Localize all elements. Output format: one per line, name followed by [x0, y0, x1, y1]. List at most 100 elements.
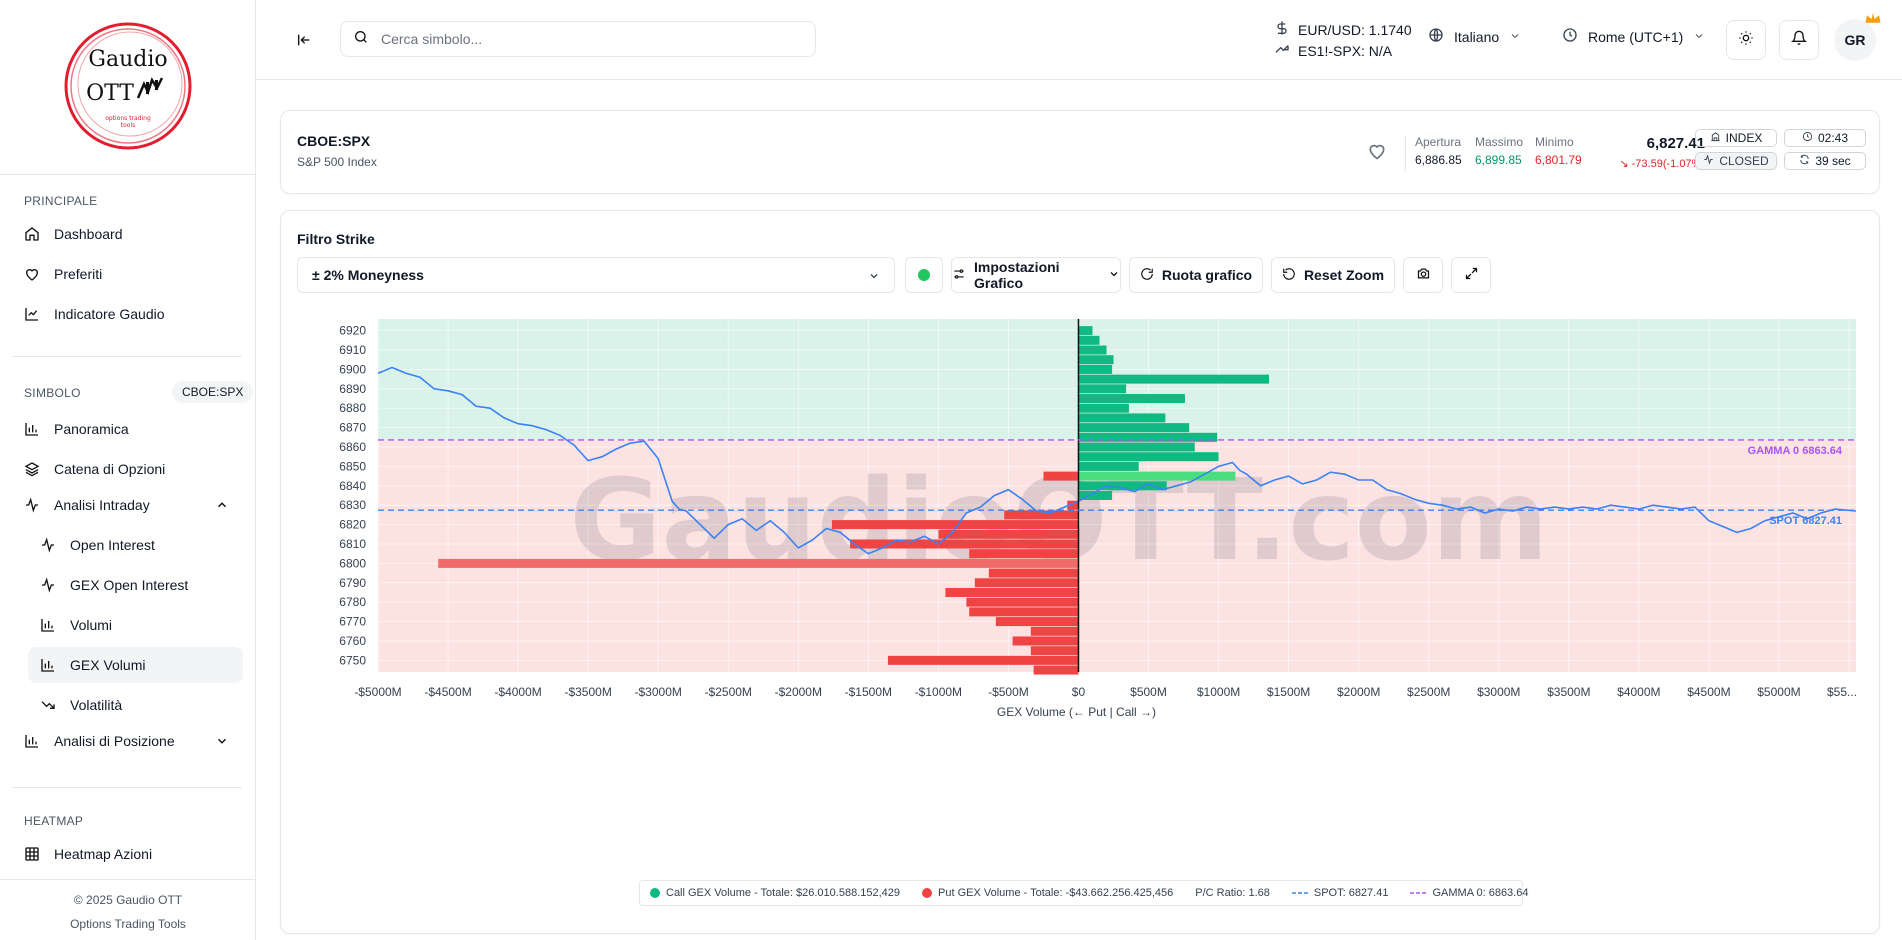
- index-chip: INDEX: [1695, 129, 1777, 147]
- chart-settings-button[interactable]: Impostazioni Grafico: [951, 257, 1121, 293]
- put-bar: [1030, 626, 1079, 636]
- sidebar-item-label: Preferiti: [54, 266, 103, 282]
- gaudio-ott-logo[interactable]: Gaudio OTT options trading tools: [60, 18, 196, 154]
- sidebar-item-dashboard[interactable]: Dashboard: [12, 216, 243, 252]
- chevron-down-icon: [868, 269, 880, 285]
- legend-put[interactable]: Put GEX Volume - Totale: -$43.662.256.42…: [922, 887, 1173, 899]
- live-status-button[interactable]: [905, 257, 943, 293]
- open-value: 6,886.85: [1415, 153, 1462, 167]
- high-value: 6,899.85: [1475, 153, 1522, 167]
- sidebar-item-open-interest[interactable]: Open Interest: [28, 527, 243, 563]
- chevron-down-icon: [1509, 29, 1521, 45]
- x-tick-label: $55...: [1827, 685, 1857, 699]
- x-tick-label: $2000M: [1337, 685, 1380, 699]
- filter-strike-label: Filtro Strike: [297, 231, 375, 247]
- top-header: EUR/USD: 1.1740 ES1!-SPX: N/A Italiano R…: [256, 0, 1902, 80]
- y-tick-label: 6800: [339, 556, 366, 570]
- sidebar: Gaudio OTT options trading tools PRINCIP…: [0, 0, 256, 940]
- sidebar-item-gex-volumi[interactable]: GEX Volumi: [28, 647, 243, 683]
- market-status-chip: CLOSED: [1695, 152, 1777, 170]
- sidebar-item-label: Volumi: [70, 617, 113, 633]
- sidebar-item-heatmap-azioni[interactable]: Heatmap Azioni: [12, 836, 243, 872]
- x-tick-label: $5000M: [1757, 685, 1800, 699]
- collapse-sidebar-icon[interactable]: [292, 28, 316, 52]
- x-tick-label: -$2500M: [705, 685, 752, 699]
- favorite-heart-icon[interactable]: [1367, 141, 1387, 166]
- x-tick-label: -$3000M: [635, 685, 682, 699]
- sidebar-item-label: Analisi Intraday: [54, 497, 150, 513]
- sidebar-item-indicatore-gaudio[interactable]: Indicatore Gaudio: [12, 296, 243, 332]
- fullscreen-button[interactable]: [1451, 257, 1491, 293]
- sidebar-item-gex-open-interest[interactable]: GEX Open Interest: [28, 567, 243, 603]
- y-tick-label: 6810: [339, 537, 366, 551]
- put-bar: [974, 578, 1079, 588]
- sidebar-item-label: Open Interest: [70, 537, 155, 553]
- globe-icon: [1428, 27, 1444, 46]
- rotate-chart-button[interactable]: Ruota grafico: [1129, 257, 1263, 293]
- moneyness-value: ± 2% Moneyness: [312, 267, 424, 283]
- footer-copyright: © 2025 Gaudio OTT: [73, 893, 183, 907]
- undo-icon: [1282, 267, 1296, 284]
- x-tick-label: $2500M: [1407, 685, 1450, 699]
- chevron-down-icon: [1693, 29, 1705, 45]
- layers-icon: [12, 461, 40, 477]
- x-tick-label: $1000M: [1197, 685, 1240, 699]
- theme-toggle-button[interactable]: [1726, 20, 1766, 60]
- timezone-select[interactable]: Rome (UTC+1): [1562, 27, 1705, 46]
- chart-card: Filtro Strike ± 2% Moneyness Impostazion…: [280, 210, 1880, 934]
- sidebar-item-analisi-posizione[interactable]: Analisi di Posizione: [12, 723, 243, 759]
- grid-icon: [12, 846, 40, 862]
- sidebar-item-panoramica[interactable]: Panoramica: [12, 411, 243, 447]
- call-bar: [1078, 452, 1219, 462]
- x-tick-label: $1500M: [1267, 685, 1310, 699]
- put-bar: [1033, 665, 1079, 675]
- sidebar-item-label: Volatilità: [70, 697, 123, 713]
- y-tick-label: 6780: [339, 595, 366, 609]
- x-tick-label: -$2000M: [775, 685, 822, 699]
- notifications-button[interactable]: [1779, 20, 1819, 60]
- search-input[interactable]: [381, 31, 781, 47]
- put-bar: [1043, 471, 1079, 481]
- sidebar-item-analisi-intraday[interactable]: Analisi Intraday: [12, 487, 243, 523]
- search-box[interactable]: [340, 21, 816, 57]
- x-tick-label: $4500M: [1687, 685, 1730, 699]
- sidebar-item-volumi[interactable]: Volumi: [28, 607, 243, 643]
- call-bar: [1078, 442, 1195, 452]
- user-avatar[interactable]: GR: [1834, 19, 1876, 61]
- price-line: [377, 366, 1857, 555]
- refresh-chip[interactable]: 39 sec: [1784, 152, 1866, 170]
- screenshot-button[interactable]: [1403, 257, 1443, 293]
- sidebar-item-label: Panoramica: [54, 421, 129, 437]
- sidebar-item-volatilita[interactable]: Volatilità: [28, 687, 243, 723]
- call-bar: [1078, 345, 1107, 355]
- open-label: Apertura: [1415, 135, 1462, 149]
- x-tick-label: -$1500M: [845, 685, 892, 699]
- x-tick-label: -$500M: [988, 685, 1029, 699]
- sidebar-item-label: Dashboard: [54, 226, 123, 242]
- legend-gamma[interactable]: GAMMA 0: 6863.64: [1410, 887, 1529, 899]
- y-tick-label: 6910: [339, 343, 366, 357]
- reset-zoom-button[interactable]: Reset Zoom: [1271, 257, 1395, 293]
- bell-icon: [1790, 30, 1808, 51]
- moneyness-select[interactable]: ± 2% Moneyness: [297, 257, 895, 293]
- trending-down-icon: ↘: [1619, 158, 1632, 170]
- dollar-icon: [1274, 20, 1290, 39]
- language-select[interactable]: Italiano: [1428, 27, 1521, 46]
- section-heatmap: HEATMAP: [24, 814, 84, 828]
- expand-icon: [1464, 266, 1479, 284]
- legend-spot[interactable]: SPOT: 6827.41: [1291, 887, 1389, 899]
- x-tick-label: $4000M: [1617, 685, 1660, 699]
- y-tick-label: 6760: [339, 634, 366, 648]
- symbol-badge: CBOE:SPX: [172, 381, 254, 403]
- footer-subtitle: Options Trading Tools: [70, 917, 186, 931]
- put-bar: [850, 539, 1079, 549]
- low-stat: Minimo 6,801.79: [1535, 135, 1582, 167]
- legend-call[interactable]: Call GEX Volume - Totale: $26.010.588.15…: [650, 887, 900, 899]
- sidebar-item-preferiti[interactable]: Preferiti: [12, 256, 243, 292]
- section-principale: PRINCIPALE: [24, 194, 98, 208]
- eurusd-value: EUR/USD: 1.1740: [1298, 21, 1412, 38]
- call-bar: [1078, 374, 1270, 384]
- sidebar-item-catena-opzioni[interactable]: Catena di Opzioni: [12, 451, 243, 487]
- building-icon: [1710, 131, 1721, 145]
